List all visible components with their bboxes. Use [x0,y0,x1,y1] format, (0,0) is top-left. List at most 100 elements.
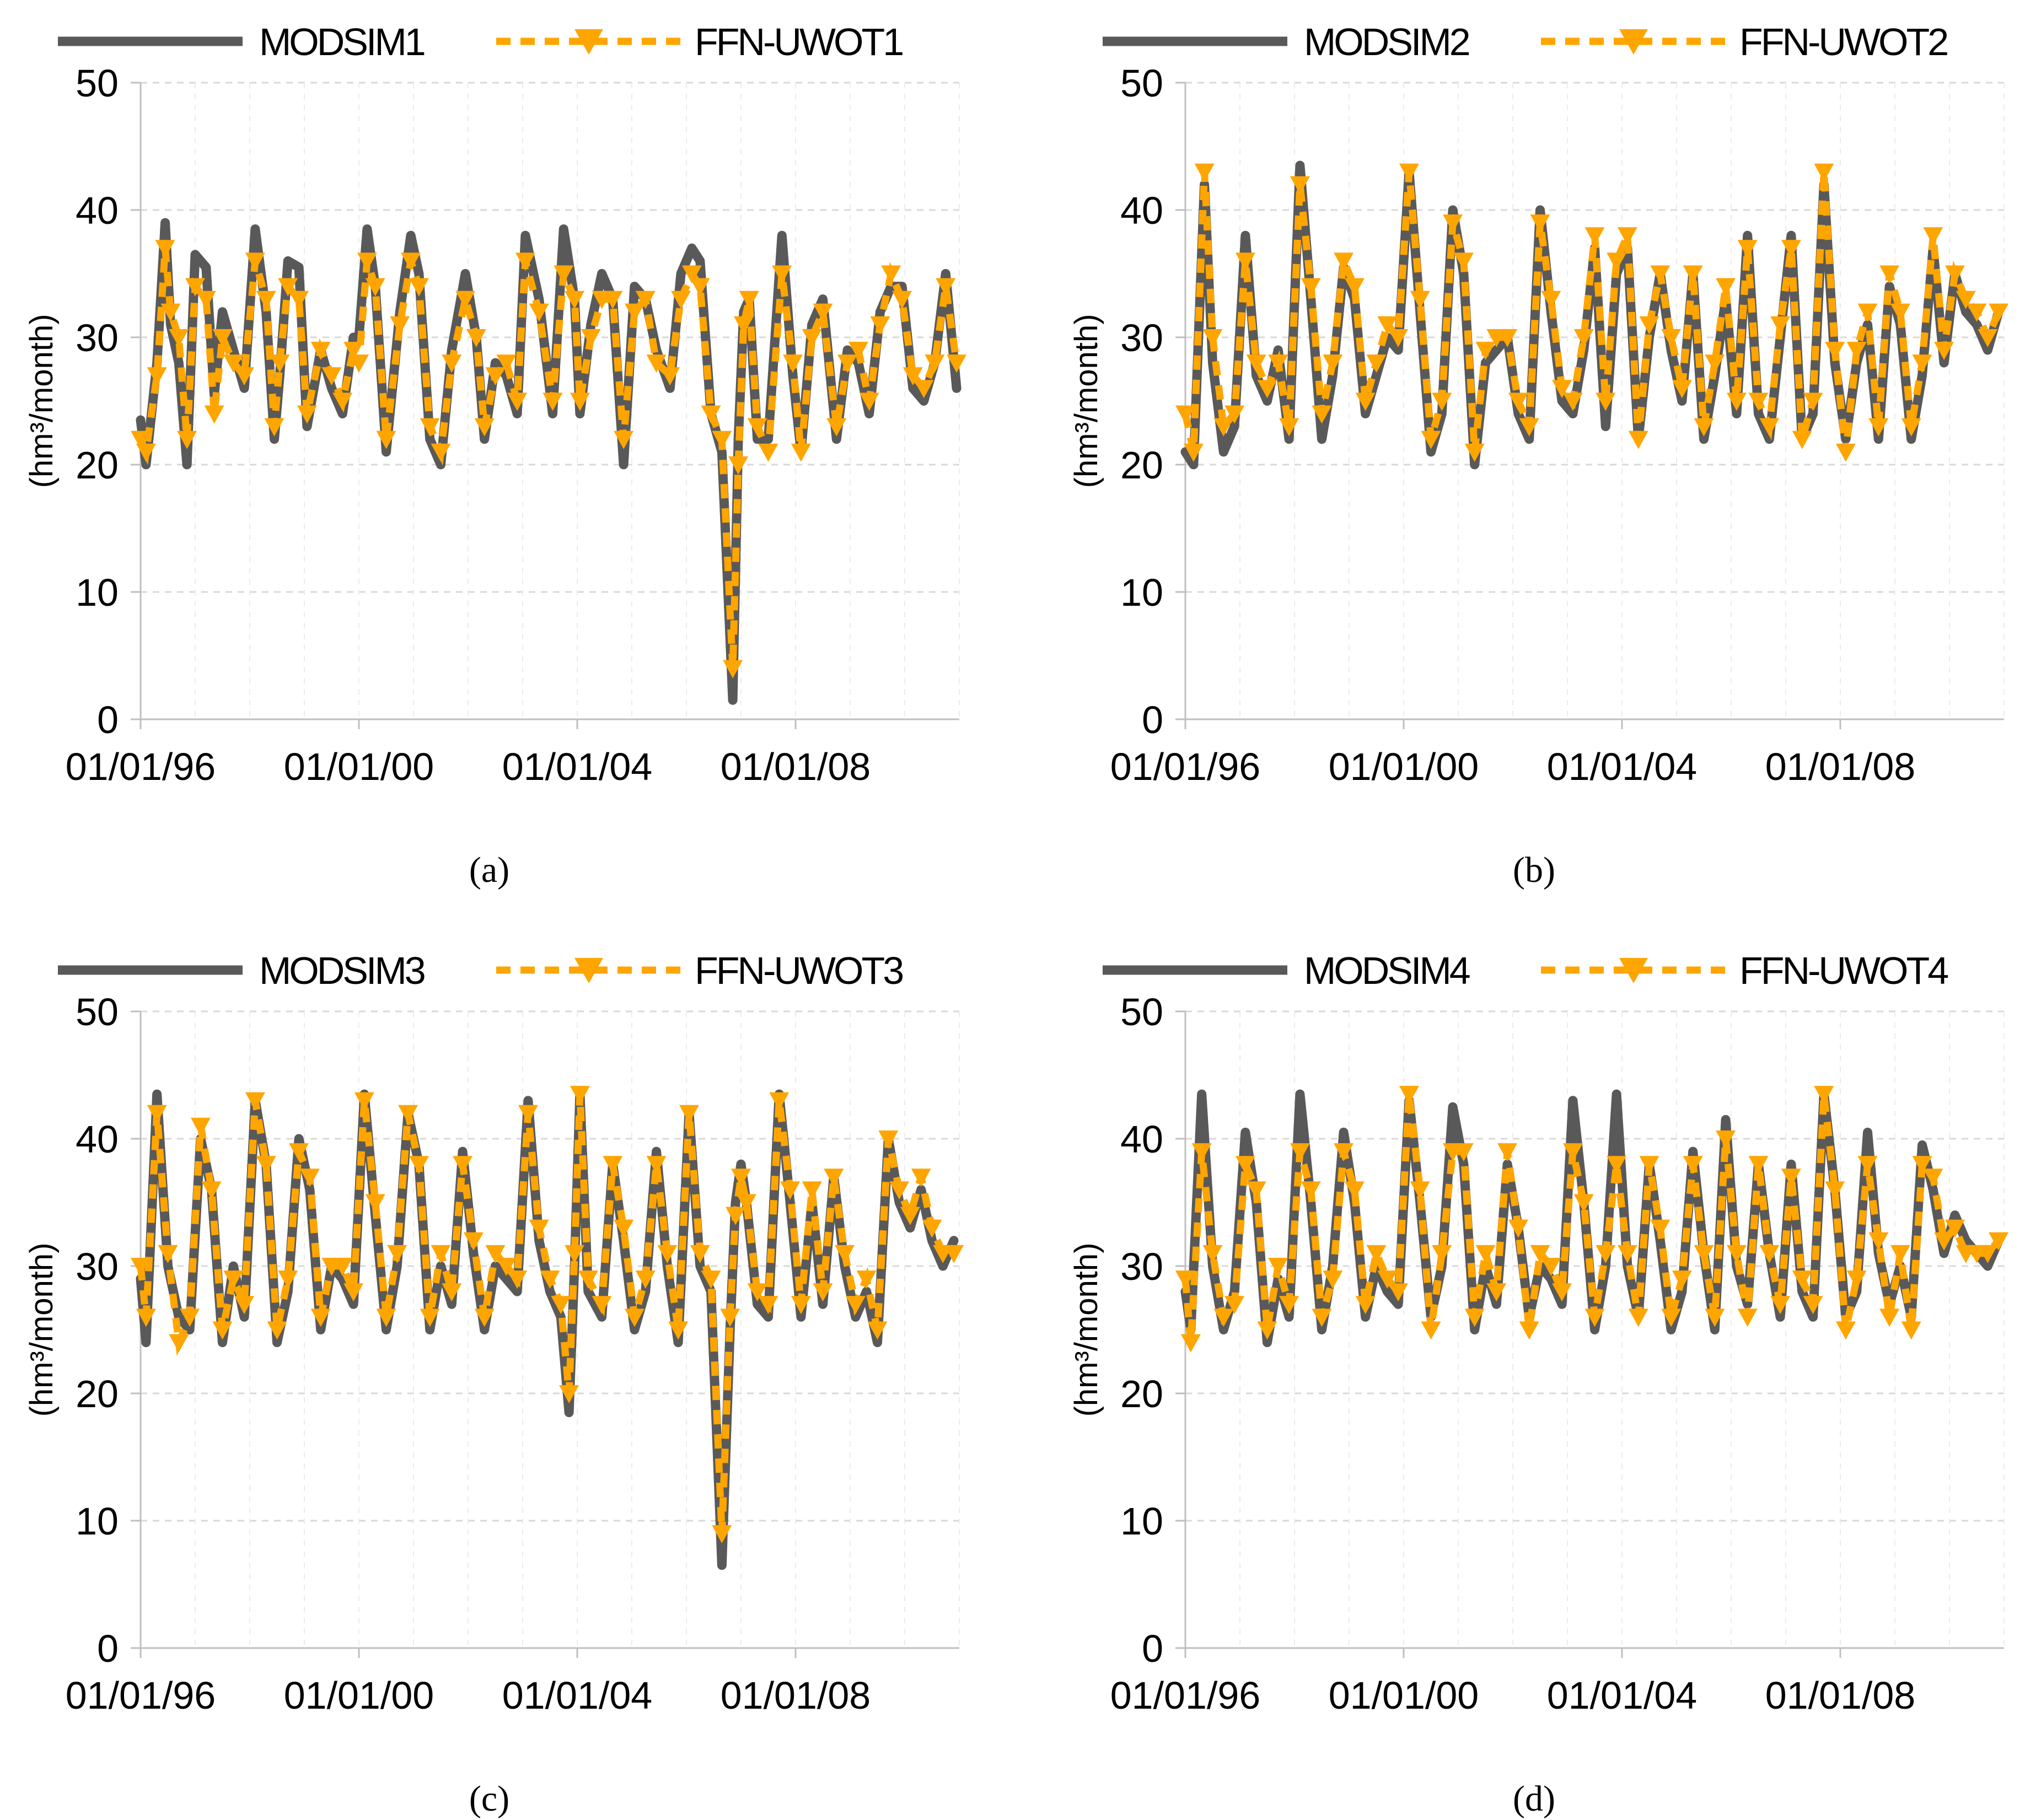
data-point-marker [1213,418,1234,437]
data-point-marker [739,290,759,309]
data-point-marker [944,1245,964,1263]
data-point-marker [264,418,284,437]
data-point-marker [1661,1309,1682,1327]
data-point-marker [1194,163,1215,182]
data-point-marker [1355,392,1376,411]
data-point-marker [731,1169,751,1187]
data-point-marker [376,1309,396,1327]
y-tick-label: 50 [1120,990,1163,1033]
data-point-marker [922,1219,942,1238]
y-tick-label: 40 [1120,1118,1163,1161]
data-point-marker [1584,1309,1605,1327]
data-point-marker [1607,1156,1627,1175]
data-point-marker [1562,392,1583,411]
data-point-marker [551,1296,571,1315]
data-point-marker [349,354,369,373]
x-tick-label: 01/01/04 [502,745,652,788]
data-point-marker [614,430,634,449]
data-point-marker [1399,1086,1419,1105]
data-point-marker [747,1283,767,1302]
y-tick-label: 50 [76,62,119,105]
legend-marker-ffn [1619,29,1648,55]
data-point-marker [289,290,309,309]
data-point-marker [1519,1321,1539,1340]
data-point-marker [1868,1232,1889,1251]
data-point-marker [624,1309,644,1327]
x-tick-label: 01/01/00 [1329,745,1479,788]
data-point-marker [1617,227,1637,246]
data-point-marker [1573,329,1594,347]
data-point-marker [204,405,224,424]
data-point-marker [1410,1181,1430,1200]
data-point-marker [131,430,151,449]
data-point-marker [1726,1245,1747,1263]
data-point-marker [679,1105,699,1123]
data-point-marker [1530,214,1550,233]
data-point-marker [1175,1270,1195,1289]
x-tick-label: 01/01/96 [66,745,216,788]
data-point-marker [1617,1245,1637,1263]
y-axis-label: (hm³/month) [24,1243,60,1417]
data-point-marker [1912,1156,1932,1175]
data-point-marker [1246,1181,1266,1200]
data-point-marker [401,252,421,271]
data-point-marker [1781,240,1801,259]
data-point-marker [455,290,476,309]
data-point-marker [1781,1169,1801,1187]
data-point-marker [496,1258,517,1276]
y-axis-label: (hm³/month) [1068,1243,1104,1417]
data-point-marker [1803,1296,1823,1315]
data-point-marker [570,1086,590,1105]
data-point-marker [900,1207,920,1225]
y-tick-label: 20 [76,1372,119,1415]
data-point-marker [1705,1309,1725,1327]
data-point-marker [1705,354,1725,373]
x-tick-label: 01/01/08 [1765,1674,1915,1717]
data-point-marker [720,1309,740,1327]
data-point-marker [1421,430,1441,449]
legend-label-ffn: FFN-UWOT3 [695,949,903,992]
data-point-marker [1803,392,1823,411]
data-point-marker [1628,430,1648,449]
data-point-marker [1901,418,1921,437]
x-tick-label: 01/01/96 [1110,1674,1260,1717]
data-point-marker [813,303,833,322]
data-point-marker [1519,418,1539,437]
x-tick-label: 01/01/00 [1329,1674,1479,1717]
data-point-marker [1650,1219,1671,1238]
data-point-marker [223,1270,244,1289]
data-point-marker [1978,1245,1998,1263]
data-point-marker [837,354,858,373]
data-point-marker [1268,1258,1288,1276]
data-point-marker [1792,1270,1812,1289]
data-point-marker [646,1156,667,1175]
legend-label-ffn: FFN-UWOT1 [695,20,903,63]
y-tick-label: 10 [1120,1500,1163,1543]
data-point-marker [1835,1321,1856,1340]
data-point-marker [1191,1143,1212,1162]
data-point-marker [169,1334,189,1353]
data-point-marker [185,278,205,297]
data-point-marker [1344,278,1365,297]
data-point-marker [496,354,517,373]
data-point-marker [453,1156,473,1175]
data-point-marker [845,1296,866,1315]
data-point-marker [1388,1283,1409,1302]
data-point-marker [1213,1309,1234,1327]
data-point-marker [1388,329,1409,347]
data-point-marker [1432,1245,1452,1263]
data-point-marker [1224,405,1245,424]
data-point-marker [420,418,440,437]
data-point-marker [1650,265,1671,284]
data-point-marker [158,1245,178,1263]
data-point-marker [466,329,486,347]
data-point-marker [190,1117,211,1136]
data-point-marker [310,1309,331,1327]
data-point-marker [603,1156,623,1175]
data-point-marker [201,1181,222,1200]
data-point-marker [1508,392,1528,411]
data-point-marker [690,1245,710,1263]
data-point-marker [390,316,410,335]
data-point-marker [1825,342,1845,360]
